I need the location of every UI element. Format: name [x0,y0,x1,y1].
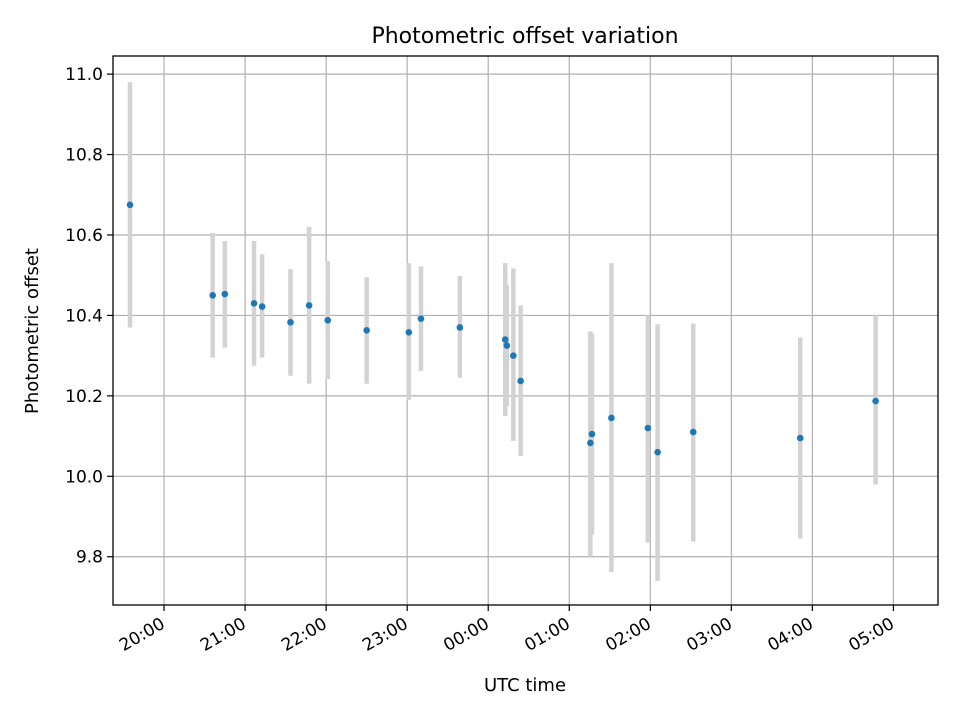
data-point [405,329,413,336]
y-tick-label: 10.4 [65,306,103,326]
data-point [503,342,511,349]
data-point [587,439,594,447]
data-point [324,316,332,324]
y-tick-label: 10.6 [65,226,103,246]
data-point [608,414,615,422]
y-axis-label: Photometric offset [22,248,43,414]
chart-title: Photometric offset variation [371,24,678,49]
y-tick-label: 9.8 [76,548,103,568]
data-point [209,292,216,299]
data-point [363,326,370,334]
data-point [689,428,697,436]
data-point [654,448,661,456]
data-point [126,201,134,209]
data-point [305,302,313,309]
data-point [588,430,596,438]
y-axis-ticks: 9.8 10.0 10.2 10.4 10.6 10.8 11.0 [65,65,113,568]
data-point [644,424,652,432]
data-point [417,315,425,322]
data-point [796,434,804,442]
data-point [510,352,517,359]
data-point [517,377,524,385]
data-point [872,397,879,405]
data-point [258,303,266,310]
plot-frame [112,55,939,606]
data-point [501,336,509,343]
data-point [221,290,229,298]
data-points [126,201,879,456]
y-tick-label: 10.0 [65,467,103,487]
data-point [250,300,258,307]
x-axis-label: UTC time [484,675,566,696]
y-tick-label: 10.8 [65,146,103,166]
y-tick-label: 10.2 [65,387,103,407]
y-tick-label: 11.0 [65,65,103,85]
data-point [456,324,464,331]
data-point [287,318,294,326]
